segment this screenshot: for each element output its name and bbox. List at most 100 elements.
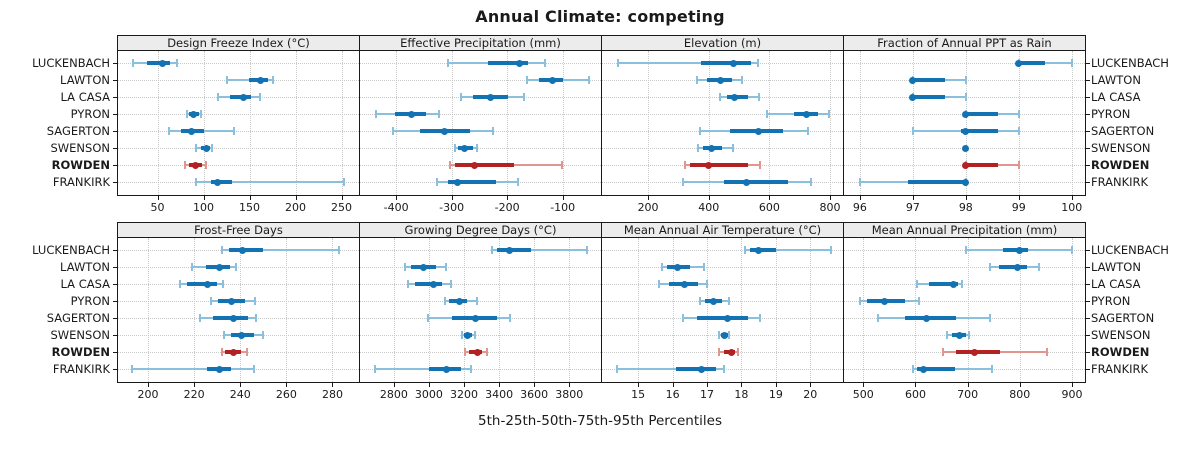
panel-header: Elevation (m)	[601, 35, 844, 51]
h-gridline	[844, 301, 1085, 302]
v-gridline	[912, 51, 914, 195]
x-tick	[393, 383, 395, 387]
row-tick	[113, 284, 117, 285]
median-dot	[802, 110, 810, 118]
whisker-cap	[525, 76, 528, 84]
iqr-bar	[700, 61, 752, 65]
whisker-cap	[234, 263, 237, 271]
x-tick-label: 3200	[450, 388, 478, 401]
median-dot	[239, 93, 247, 101]
v-gridline	[194, 238, 196, 382]
whisker-cap	[221, 280, 224, 288]
v-gridline	[451, 51, 453, 195]
x-tick	[499, 383, 501, 387]
plot-area	[843, 51, 1086, 196]
v-gridline	[829, 51, 831, 195]
v-gridline	[648, 51, 650, 195]
median-dot	[962, 161, 970, 169]
whisker-cap	[516, 178, 519, 186]
median-dot	[442, 365, 450, 373]
whisker-cap	[859, 297, 862, 305]
median-dot	[922, 314, 930, 322]
iqr-bar	[905, 316, 957, 320]
x-axis: 200 400 600 800	[601, 196, 844, 216]
x-tick	[648, 196, 650, 200]
x-tick-label: -400	[383, 201, 409, 214]
iqr-bar	[960, 129, 998, 133]
v-gridline	[915, 238, 917, 382]
iqr-bar	[415, 282, 443, 286]
whisker-cap	[205, 161, 208, 169]
whisker-cap	[912, 365, 915, 373]
h-gridline	[602, 267, 843, 268]
row-tick	[1086, 63, 1090, 64]
iqr-bar	[912, 78, 945, 82]
whisker-cap	[718, 331, 721, 339]
whisker-cap	[255, 314, 258, 322]
whisker-cap	[915, 280, 918, 288]
plot-area	[117, 51, 360, 196]
iqr-bar	[916, 367, 955, 371]
x-axis-label: 5th-25th-50th-75th-95th Percentiles	[478, 413, 722, 429]
x-tick	[428, 383, 430, 387]
site-label-left: LUCKENBACH	[32, 56, 110, 70]
whisker-cap	[758, 161, 761, 169]
whisker-cap	[404, 263, 407, 271]
whisker-cap	[491, 246, 494, 254]
whisker-cap	[740, 76, 743, 84]
median-dot	[962, 110, 970, 118]
median-dot	[754, 127, 762, 135]
site-label-right: FRANKIRK	[1091, 362, 1149, 376]
v-gridline	[341, 51, 343, 195]
iqr-bar	[448, 180, 497, 184]
whisker-cap	[858, 178, 861, 186]
whisker-line	[617, 368, 725, 370]
x-tick	[194, 383, 196, 387]
plot-area	[601, 51, 844, 196]
panel-header: Fraction of Annual PPT as Rain	[843, 35, 1086, 51]
whisker-cap	[991, 365, 994, 373]
row-tick	[113, 267, 117, 268]
v-gridline	[147, 238, 149, 382]
x-tick	[829, 196, 831, 200]
x-tick-label: 400	[698, 201, 720, 214]
site-label-left: PYRON	[70, 294, 110, 308]
site-label-right: PYRON	[1091, 107, 1131, 121]
whisker-cap	[195, 178, 198, 186]
whisker-cap	[964, 76, 967, 84]
whisker-cap	[1070, 246, 1073, 254]
whisker-cap	[476, 144, 479, 152]
x-tick	[341, 196, 343, 200]
x-tick-label: 50	[150, 201, 165, 214]
iqr-bar	[750, 248, 776, 252]
whisker-cap	[232, 127, 235, 135]
whisker-cap	[246, 348, 249, 356]
whisker-cap	[699, 127, 702, 135]
x-tick-label: 200	[637, 201, 659, 214]
median-dot	[227, 297, 235, 305]
row-tick	[113, 369, 117, 370]
median-dot	[229, 348, 237, 356]
h-gridline	[118, 114, 359, 115]
x-tick-label: 3400	[485, 388, 514, 401]
h-gridline	[118, 148, 359, 149]
whisker-cap	[195, 144, 198, 152]
row-tick	[1086, 318, 1090, 319]
x-tick-label: 98	[958, 201, 973, 214]
whisker-cap	[438, 110, 441, 118]
whisker-cap	[759, 314, 762, 322]
whisker-cap	[435, 178, 438, 186]
whisker-cap	[616, 365, 619, 373]
whisker-cap	[463, 348, 466, 356]
median-dot	[962, 178, 970, 186]
h-gridline	[844, 284, 1085, 285]
x-tick-label: 700	[957, 388, 979, 401]
median-dot	[239, 246, 247, 254]
x-tick-label: 99	[1011, 201, 1026, 214]
median-dot	[909, 76, 917, 84]
x-tick	[240, 383, 242, 387]
iqr-bar	[723, 180, 789, 184]
whisker-cap	[406, 280, 409, 288]
x-tick-label: 18	[734, 388, 749, 401]
x-tick	[1071, 196, 1073, 200]
